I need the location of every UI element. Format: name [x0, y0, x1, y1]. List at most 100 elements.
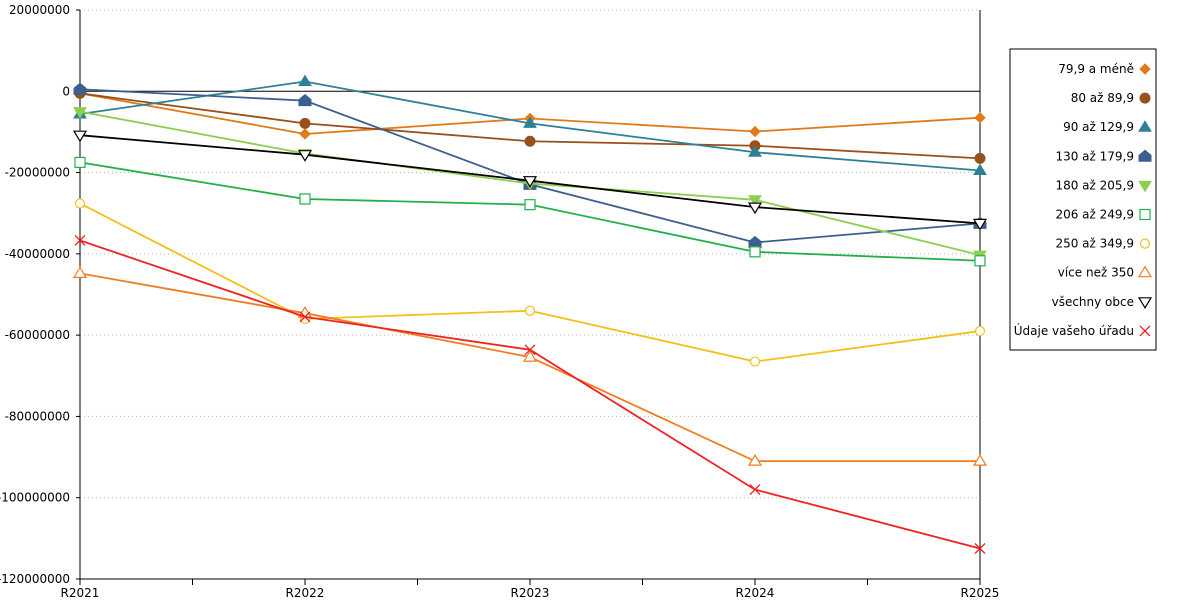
legend-label: 130 až 179,9 [1055, 149, 1134, 163]
data-point [74, 156, 86, 169]
data-point [523, 116, 537, 128]
series-9 [72, 130, 988, 231]
legend-label: 90 až 129,9 [1063, 120, 1134, 134]
legend-label: 206 až 249,9 [1055, 208, 1134, 222]
legend-label: 79,9 a méně [1058, 62, 1134, 76]
data-point [522, 349, 538, 362]
marker-stroke [74, 234, 86, 246]
data-point [72, 266, 88, 278]
legend-item: Údaje vašeho úřadu [1014, 323, 1151, 338]
data-point [73, 82, 87, 95]
data-point [72, 130, 88, 143]
data-point [299, 193, 311, 205]
data-point [972, 218, 988, 231]
data-point [298, 74, 312, 87]
legend-item: 250 až 349,9 [1055, 237, 1151, 251]
data-point [747, 202, 763, 215]
legend-marker [1139, 208, 1151, 221]
data-point [972, 453, 988, 466]
y-tick-label: -80000000 [5, 409, 70, 423]
y-tick-label: -100000000 [0, 491, 70, 505]
legend-label: více než 350 [1058, 266, 1134, 280]
data-point [974, 543, 986, 554]
data-point [974, 255, 986, 267]
data-point [524, 305, 536, 316]
series-line [79, 272, 980, 463]
series-2 [74, 87, 986, 164]
legend-label: Údaje vašeho úřadu [1014, 323, 1134, 338]
legend-item: 206 až 249,9 [1055, 208, 1151, 222]
data-point [748, 235, 762, 248]
y-tick-label: 20000000 [9, 3, 70, 17]
legend-marker [1139, 92, 1151, 104]
series-line [79, 239, 981, 550]
x-tick-label: R2024 [736, 586, 775, 600]
legend-label: všechny obce [1052, 295, 1134, 309]
data-point [522, 176, 538, 188]
legend-label: 80 až 89,9 [1071, 91, 1134, 105]
data-point [74, 234, 86, 246]
data-point [974, 111, 986, 124]
legend-marker [1139, 325, 1151, 337]
x-tick-label: R2023 [511, 586, 550, 600]
data-point [748, 145, 762, 157]
y-tick-label: -60000000 [5, 328, 70, 342]
y-tick-label: -120000000 [0, 572, 70, 586]
legend-marker [1139, 63, 1151, 75]
data-point [749, 125, 761, 138]
legend-marker [1139, 238, 1151, 249]
y-tick-label: 0 [62, 84, 70, 98]
marker-stroke [299, 311, 311, 323]
data-point [524, 135, 536, 147]
series-8 [72, 266, 988, 466]
legend-item: více než 350 [1058, 265, 1153, 280]
data-point [973, 163, 987, 176]
data-point [524, 344, 536, 356]
series-lines [72, 74, 988, 554]
marker-stroke [974, 543, 986, 554]
legend: 79,9 a méně 80 až 89,9 90 až 129,9 130 až 1… [1009, 48, 1157, 351]
x-tick-label: R2022 [286, 586, 325, 600]
data-point [749, 246, 761, 258]
legend-item: 79,9 a méně [1058, 62, 1151, 76]
legend-marker [1137, 297, 1153, 309]
y-tick-label: -40000000 [5, 247, 70, 261]
series-6 [74, 156, 986, 267]
legend-item: 180 až 205,9 [1055, 178, 1152, 193]
legend-label: 250 až 349,9 [1055, 237, 1134, 251]
marker-stroke [749, 484, 761, 496]
marker-stroke [1139, 325, 1151, 337]
data-point [974, 152, 986, 164]
data-point [299, 311, 311, 323]
data-point [297, 150, 313, 162]
series-7 [74, 198, 986, 367]
series-line [79, 202, 981, 363]
legend-item: všechny obce [1052, 295, 1153, 309]
data-point [524, 199, 536, 211]
axes: 20000000 0 -20000000 -40000000 -60000000 -800… [0, 3, 999, 600]
legend-box [1009, 48, 1157, 351]
x-tick-label: R2025 [961, 586, 1000, 600]
series-10 [74, 234, 986, 554]
data-point [748, 195, 762, 207]
legend-marker [1138, 149, 1152, 162]
data-point [74, 198, 86, 209]
data-point [749, 356, 761, 367]
legend-item: 90 až 129,9 [1063, 120, 1152, 134]
marker-stroke [524, 344, 536, 356]
legend-item: 130 až 179,9 [1055, 149, 1152, 163]
data-point [298, 93, 312, 107]
legend-marker [1138, 120, 1152, 132]
legend-marker [1137, 265, 1153, 278]
data-point [73, 107, 87, 119]
y-tick-label: -20000000 [5, 166, 70, 180]
data-point [299, 117, 311, 129]
data-point [974, 325, 986, 337]
data-point [299, 128, 311, 140]
data-point [749, 484, 761, 496]
legend-marker [1138, 180, 1152, 193]
x-tick-label: R2021 [61, 586, 100, 600]
legend-item: 80 až 89,9 [1071, 91, 1151, 105]
legend-label: 180 až 205,9 [1055, 178, 1134, 192]
